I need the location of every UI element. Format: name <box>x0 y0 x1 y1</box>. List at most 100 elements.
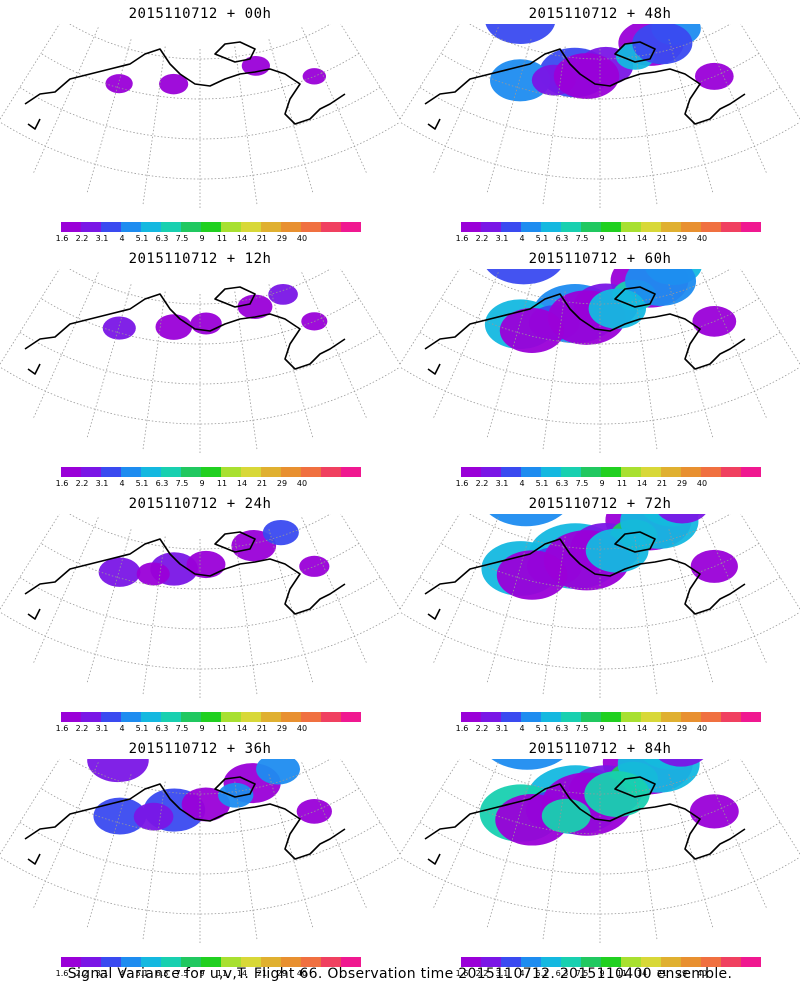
latitude-line <box>440 788 760 835</box>
map-panel-36h: 2015110712 + 36h 1.6 2.2 3.1 4 5.1 6.3 7.5 9 11 1… <box>0 735 400 980</box>
colorbar-swatch <box>741 222 761 232</box>
colorbar-swatch <box>561 712 581 722</box>
graticule <box>400 24 800 209</box>
colorbar <box>61 712 361 722</box>
colorbar-swatch <box>661 467 681 477</box>
latitude-line <box>40 53 360 100</box>
latitude-line <box>440 298 760 345</box>
colorbar-swatch <box>61 467 81 477</box>
colorbar-swatch <box>701 467 721 477</box>
colorbar-swatch <box>301 222 321 232</box>
latitude-line <box>40 788 360 835</box>
colorbar-swatch <box>741 467 761 477</box>
meridian-line <box>86 39 132 194</box>
colorbar-swatch <box>321 222 341 232</box>
meridian-line <box>634 781 658 941</box>
colorbar-swatch <box>221 222 241 232</box>
colorbar-swatch <box>721 957 741 967</box>
variance-field <box>105 55 327 95</box>
colorbar-swatch <box>261 467 281 477</box>
coastline <box>24 531 346 620</box>
meridian-line <box>668 529 714 684</box>
panel-title: 2015110712 + 00h <box>128 6 272 22</box>
meridian-line <box>32 272 99 419</box>
colorbar-label: 29 <box>676 724 688 733</box>
latitude-line <box>0 366 400 425</box>
colorbar-label: 14 <box>636 234 648 243</box>
coastline <box>424 41 746 130</box>
variance-blob <box>491 759 563 770</box>
colorbar-label: 21 <box>256 724 268 733</box>
meridian-line <box>634 536 658 696</box>
latitude-line <box>19 86 381 140</box>
variance-blob <box>102 316 136 340</box>
latitude-line <box>469 24 731 60</box>
colorbar-label: 3.1 <box>495 479 509 488</box>
graticule <box>400 514 800 699</box>
colorbar-label: 11 <box>216 969 228 978</box>
colorbar-swatch <box>261 957 281 967</box>
colorbar-swatch <box>501 712 521 722</box>
colorbar-label: 2.2 <box>75 969 89 978</box>
latitude-line <box>400 121 800 180</box>
colorbar-swatch <box>621 467 641 477</box>
variance-blob <box>237 294 273 319</box>
colorbar-label: 9 <box>199 969 205 978</box>
colorbar-label: 40 <box>296 234 308 243</box>
variance-field <box>98 519 330 587</box>
variance-blob <box>584 771 650 817</box>
colorbar-swatch <box>341 712 361 722</box>
meridian-line <box>268 529 314 684</box>
colorbar-swatch <box>541 222 561 232</box>
meridian-line <box>301 272 368 419</box>
colorbar-swatch <box>581 712 601 722</box>
variance-blob <box>496 550 568 600</box>
meridian-line <box>701 517 768 664</box>
colorbar-swatch <box>201 222 221 232</box>
colorbar-label: 7.5 <box>175 234 189 243</box>
meridian-line <box>340 514 400 610</box>
colorbar-label: 7.5 <box>575 234 589 243</box>
meridian-line <box>268 39 314 194</box>
variance-blob <box>186 550 226 579</box>
colorbar-swatch <box>581 467 601 477</box>
latitude-line <box>419 576 781 630</box>
colorbar-swatch <box>461 957 481 967</box>
colorbar-swatch <box>641 467 661 477</box>
colorbar-label: 29 <box>676 479 688 488</box>
colorbar-label: 21 <box>656 479 668 488</box>
colorbar-swatch <box>501 222 521 232</box>
colorbar-swatch <box>121 467 141 477</box>
latitude-line <box>69 269 331 305</box>
colorbar-swatch <box>81 957 101 967</box>
colorbar-label: 2.2 <box>475 479 489 488</box>
colorbar-label: 40 <box>296 479 308 488</box>
colorbar-label: 29 <box>676 969 688 978</box>
variance-blob <box>181 787 231 822</box>
colorbar-label: 21 <box>656 969 668 978</box>
colorbar-labels: 1.6 2.2 3.1 4 5.1 6.3 7.5 9 11 14 21 29 40 <box>56 234 361 244</box>
colorbar-label: 9 <box>199 234 205 243</box>
meridian-line <box>86 284 132 439</box>
colorbar-label: 5.1 <box>135 969 149 978</box>
meridian-line <box>86 774 132 929</box>
colorbar-swatch <box>641 712 661 722</box>
meridian-line <box>86 529 132 684</box>
meridian-line <box>634 46 658 206</box>
map-panel-48h: 2015110712 + 48h 1.6 2.2 3.1 4 5.1 6.3 7.5 9 11 1… <box>400 0 800 245</box>
colorbar-swatch <box>681 957 701 967</box>
meridian-line <box>701 272 768 419</box>
coastline <box>24 286 346 375</box>
colorbar-label: 2.2 <box>75 234 89 243</box>
variance-field <box>102 283 328 340</box>
colorbar-swatch <box>461 712 481 722</box>
meridian-line <box>668 39 714 194</box>
colorbar <box>461 467 761 477</box>
colorbar-swatch <box>261 222 281 232</box>
variance-blob <box>485 24 555 45</box>
colorbar-swatch <box>241 712 261 722</box>
colorbar-label: 3.1 <box>95 479 109 488</box>
variance-blob <box>218 782 254 808</box>
colorbar-swatch <box>581 222 601 232</box>
colorbar-label: 6.3 <box>155 969 169 978</box>
